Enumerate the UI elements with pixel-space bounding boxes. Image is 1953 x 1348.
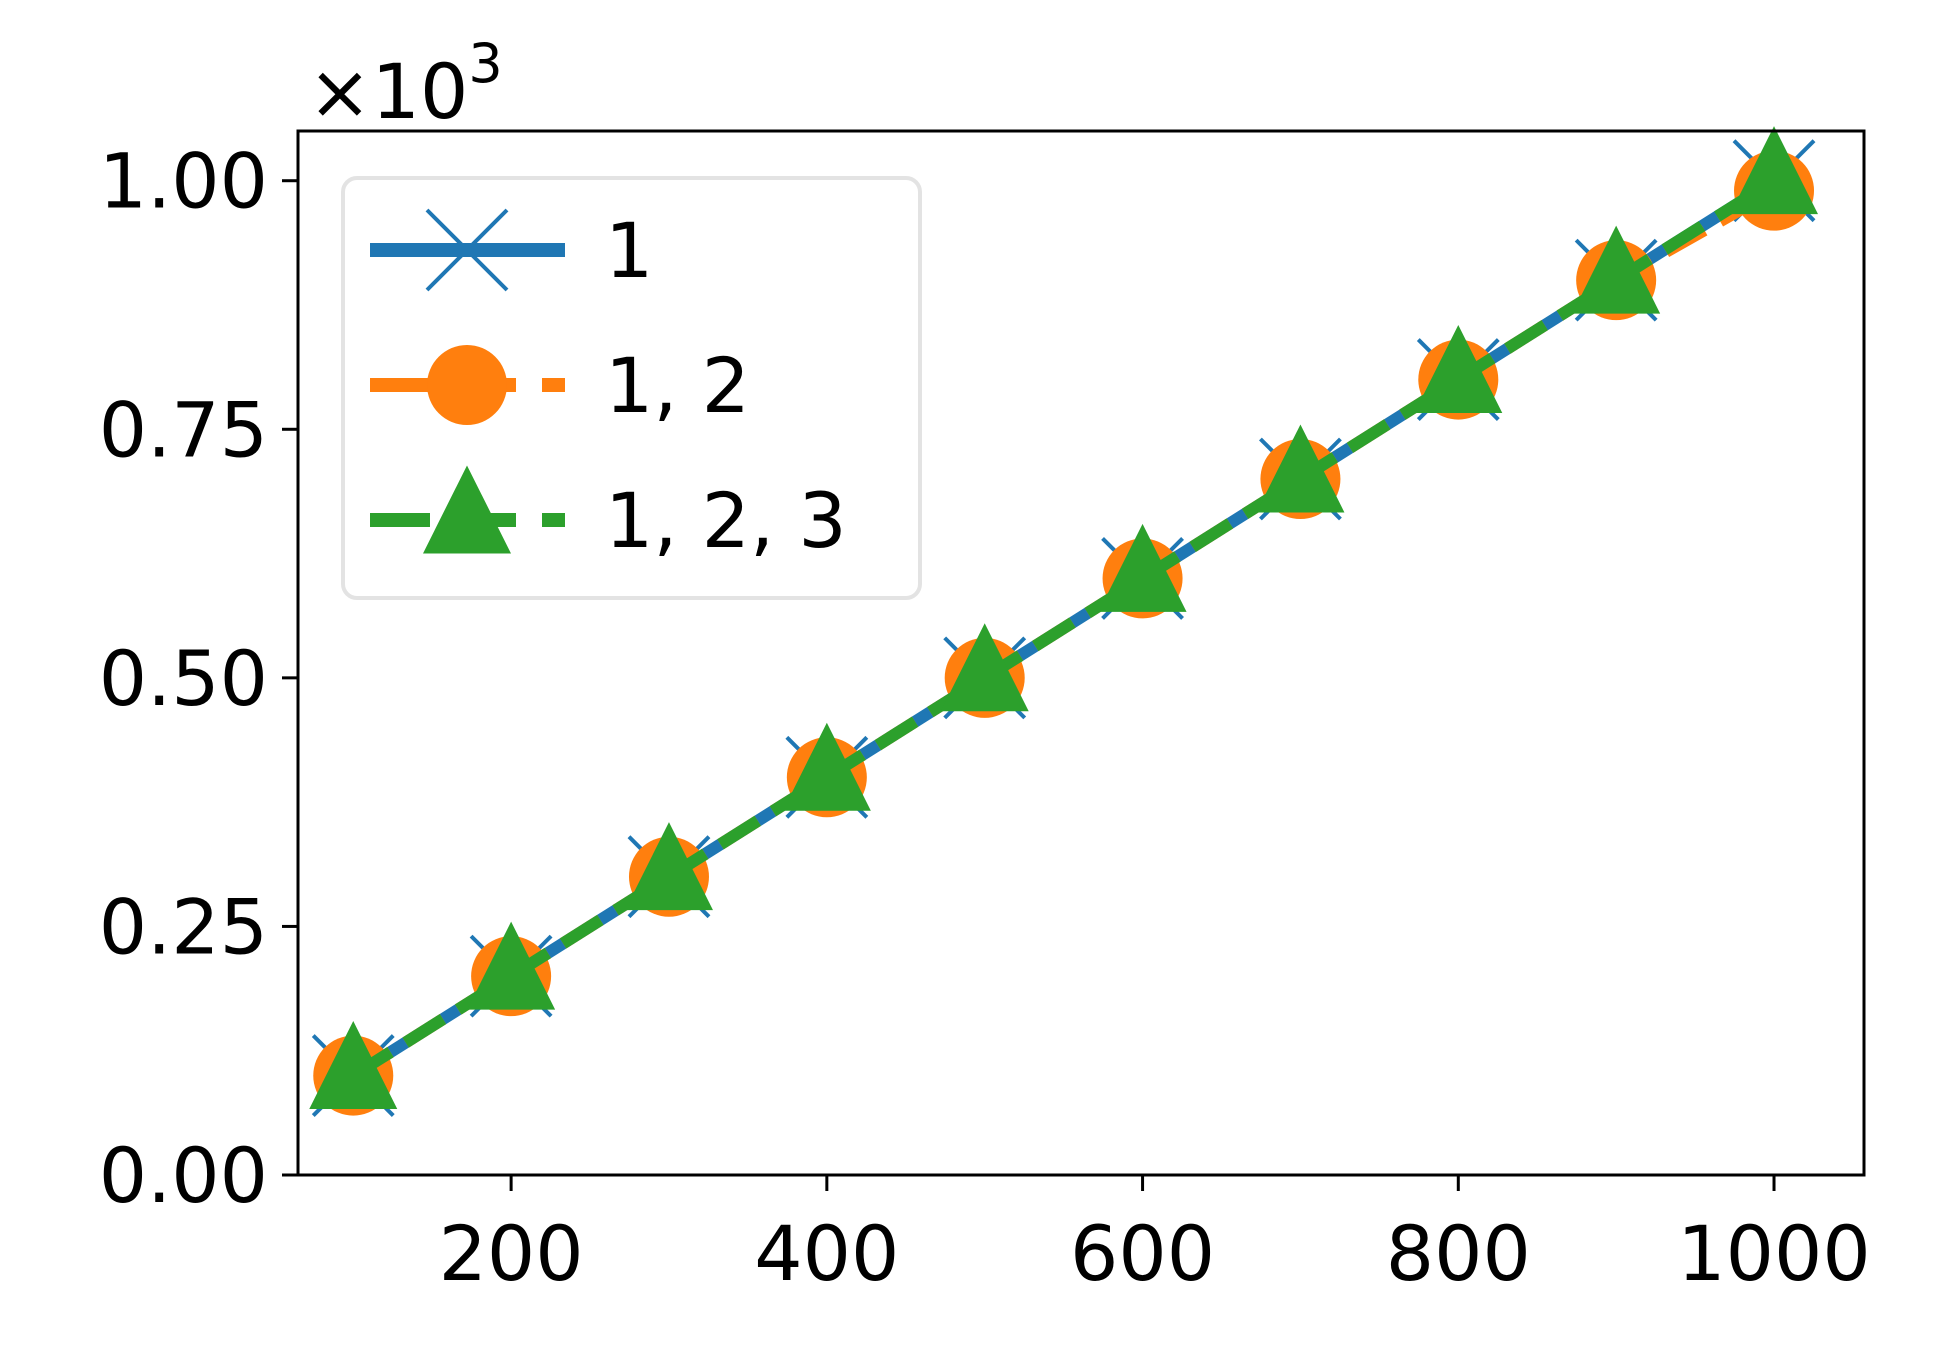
y-tick-label-2: 0.50 bbox=[99, 634, 268, 723]
x-tick-label-800: 800 bbox=[1386, 1209, 1531, 1298]
y-axis: 0.00 0.25 0.50 0.75 1.00 bbox=[99, 137, 298, 1220]
series-3-point-4 bbox=[782, 722, 871, 811]
legend-swatch-marker-3 bbox=[423, 465, 511, 554]
series-3-line bbox=[350, 175, 1778, 1081]
y-tick-label-4: 1.00 bbox=[99, 137, 268, 226]
x-axis: 200 400 600 800 1000 bbox=[439, 1175, 1871, 1298]
y-offset-label: ×103 bbox=[308, 32, 503, 136]
series-3-point-1 bbox=[309, 1021, 398, 1110]
legend-item-1: 1 bbox=[370, 206, 653, 295]
series-3-point-6 bbox=[1098, 523, 1187, 612]
legend-item-3: 1, 2, 3 bbox=[370, 465, 847, 565]
legend: 1 1, 2 1, 2, 3 bbox=[341, 176, 922, 600]
legend-label-3: 1, 2, 3 bbox=[605, 476, 847, 565]
series-3-point-9 bbox=[1572, 225, 1661, 314]
series-3-point-8 bbox=[1414, 325, 1503, 414]
legend-label-2: 1, 2 bbox=[605, 341, 750, 430]
y-offset-exponent: 3 bbox=[468, 32, 502, 95]
x-tick-label-200: 200 bbox=[439, 1209, 584, 1298]
plot-frame bbox=[296, 129, 1866, 1177]
legend-label-1: 1 bbox=[605, 206, 653, 295]
legend-frame bbox=[341, 176, 922, 600]
series-3-point-7 bbox=[1256, 424, 1345, 513]
y-tick-label-3: 0.75 bbox=[99, 385, 268, 474]
legend-item-2: 1, 2 bbox=[370, 341, 750, 430]
y-tick-label-1: 0.25 bbox=[99, 882, 268, 971]
series-3-point-10 bbox=[1730, 126, 1819, 215]
series-3-point-2 bbox=[467, 921, 556, 1010]
series-3-point-3 bbox=[624, 822, 713, 911]
series-3-point-5 bbox=[940, 623, 1029, 712]
legend-swatch-marker-1-stroke-b bbox=[425, 208, 509, 292]
x-tick-label-400: 400 bbox=[754, 1209, 899, 1298]
x-tick-label-1000: 1000 bbox=[1677, 1209, 1870, 1298]
series-3 bbox=[309, 126, 1819, 1110]
x-tick-label-600: 600 bbox=[1070, 1209, 1215, 1298]
legend-swatch-marker-2 bbox=[427, 345, 507, 425]
y-tick-label-0: 0.00 bbox=[99, 1131, 268, 1220]
plot-marks bbox=[309, 126, 1819, 1117]
legend-swatch-marker-1 bbox=[425, 208, 509, 292]
